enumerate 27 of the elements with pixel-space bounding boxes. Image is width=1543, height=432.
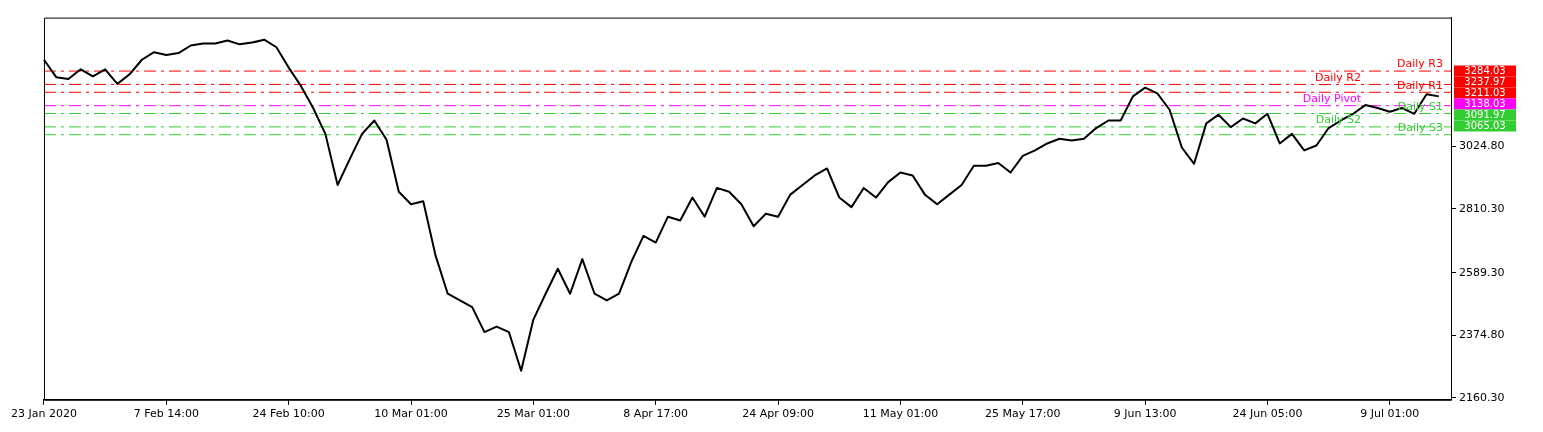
x-tick-label: 11 May 01:00 <box>862 407 939 421</box>
x-tick-label: 25 Mar 01:00 <box>496 407 571 421</box>
text: 3284.03 <box>1464 65 1506 77</box>
y-tick-label: 2589.30 <box>1459 265 1505 279</box>
x-tick-label: 24 Apr 09:00 <box>742 407 814 421</box>
x-tick-label: 23 Jan 2020 <box>10 407 77 421</box>
x-tick-label: 7 Feb 14:00 <box>133 407 199 421</box>
ref-line-label: Daily Pivot <box>1302 92 1362 106</box>
text: 3211.03 <box>1464 87 1506 99</box>
text: 3237.97 <box>1464 76 1506 88</box>
x-tick-label: 25 May 17:00 <box>985 407 1061 421</box>
y-tick-label: 3024.80 <box>1459 139 1505 153</box>
ref-line-label: Daily R3 <box>1397 57 1443 71</box>
text: 3065.03 <box>1464 120 1506 132</box>
x-tick-label: 24 Feb 10:00 <box>252 407 325 421</box>
text: 3091.97 <box>1464 109 1506 121</box>
y-tick-label: 2160.30 <box>1459 390 1505 404</box>
x-tick-label: 8 Apr 17:00 <box>623 407 689 421</box>
y-tick-label: 2810.30 <box>1459 201 1505 215</box>
y-tick-label: 2374.80 <box>1459 328 1505 342</box>
x-tick-label: 9 Jul 01:00 <box>1360 407 1420 421</box>
ref-line-label: Daily S2 <box>1315 113 1361 127</box>
text: 3138.03 <box>1464 98 1506 110</box>
x-tick-label: 9 Jun 13:00 <box>1113 407 1177 421</box>
x-tick-label: 10 Mar 01:00 <box>374 407 448 421</box>
x-tick-label: 24 Jun 05:00 <box>1232 407 1303 421</box>
ref-line-label: Daily R2 <box>1315 70 1361 84</box>
